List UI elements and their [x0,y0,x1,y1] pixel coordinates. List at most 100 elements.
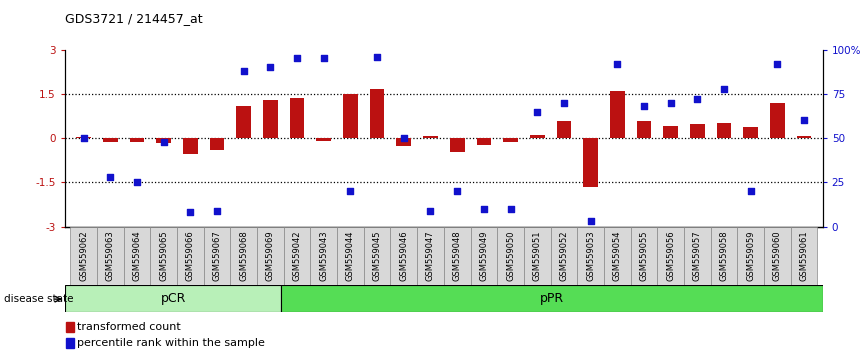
Bar [70,227,97,285]
Point [290,56,304,61]
Bar [717,123,731,138]
Point [690,96,704,102]
Bar [103,138,118,142]
Bar [637,121,651,138]
Bar [391,227,417,285]
Point [771,61,785,67]
Bar [343,95,358,138]
Bar [257,227,284,285]
Bar [684,227,711,285]
Bar [583,138,598,187]
Bar [66,322,74,332]
Bar [497,227,524,285]
Text: GSM559068: GSM559068 [239,230,249,281]
Bar [557,121,572,138]
Bar [337,227,364,285]
Bar [230,227,257,285]
Text: GSM559044: GSM559044 [346,230,355,281]
Point [450,188,464,194]
Bar [210,138,224,150]
Bar [476,138,491,144]
Text: GSM559046: GSM559046 [399,230,408,281]
Point [236,68,250,74]
Bar [397,138,411,146]
Bar [604,227,630,285]
Text: GSM559052: GSM559052 [559,230,568,281]
Bar [737,227,764,285]
Point [584,218,598,224]
Point [744,188,758,194]
Bar [417,227,443,285]
Text: percentile rank within the sample: percentile rank within the sample [77,338,265,348]
Bar [743,127,758,138]
Text: GSM559048: GSM559048 [453,230,462,281]
Point [317,56,331,61]
Text: GSM559066: GSM559066 [186,230,195,281]
Bar [423,136,438,138]
Bar [663,126,678,138]
Point [717,86,731,91]
Text: GSM559061: GSM559061 [799,230,809,281]
Bar [204,227,230,285]
Text: GSM559055: GSM559055 [639,230,649,281]
Bar [183,138,197,154]
Text: GSM559051: GSM559051 [533,230,542,281]
Bar [65,285,281,312]
Point [611,61,624,67]
Point [184,210,197,215]
Point [370,54,384,59]
Text: GSM559049: GSM559049 [480,230,488,281]
Point [263,64,277,70]
Bar [124,227,151,285]
Text: GSM559054: GSM559054 [613,230,622,281]
Bar [551,227,578,285]
Bar [578,227,604,285]
Text: disease state: disease state [4,294,74,304]
Bar [610,91,624,138]
Bar [364,227,391,285]
Bar [791,227,818,285]
Text: GSM559053: GSM559053 [586,230,595,281]
Text: pPR: pPR [540,292,564,305]
Point [530,109,544,114]
Text: GSM559045: GSM559045 [372,230,382,281]
Text: GSM559063: GSM559063 [106,230,115,281]
Point [663,100,677,105]
Bar [764,227,791,285]
Text: pCR: pCR [160,292,186,305]
Bar [503,138,518,143]
Bar [236,105,251,138]
Text: GSM559057: GSM559057 [693,230,701,281]
Point [504,206,518,212]
Point [797,118,811,123]
Bar [157,138,171,143]
Text: GSM559042: GSM559042 [293,230,301,281]
Point [397,135,410,141]
Bar [690,124,705,138]
Text: GSM559059: GSM559059 [746,230,755,281]
Point [557,100,571,105]
Bar [443,227,470,285]
Text: GSM559067: GSM559067 [212,230,222,281]
Bar [630,227,657,285]
Point [423,208,437,213]
Bar [66,338,74,348]
Text: GSM559043: GSM559043 [320,230,328,281]
Point [477,206,491,212]
Bar [263,100,278,138]
Point [344,188,358,194]
Bar [281,285,823,312]
Bar [449,138,464,152]
Text: GSM559065: GSM559065 [159,230,168,281]
Bar [370,89,385,138]
Bar [310,227,337,285]
Bar [130,138,145,143]
Point [130,179,144,185]
Point [103,174,117,180]
Text: GSM559058: GSM559058 [720,230,728,281]
Bar [76,137,91,138]
Bar [470,227,497,285]
Text: GSM559064: GSM559064 [132,230,141,281]
Bar [711,227,737,285]
Bar [657,227,684,285]
